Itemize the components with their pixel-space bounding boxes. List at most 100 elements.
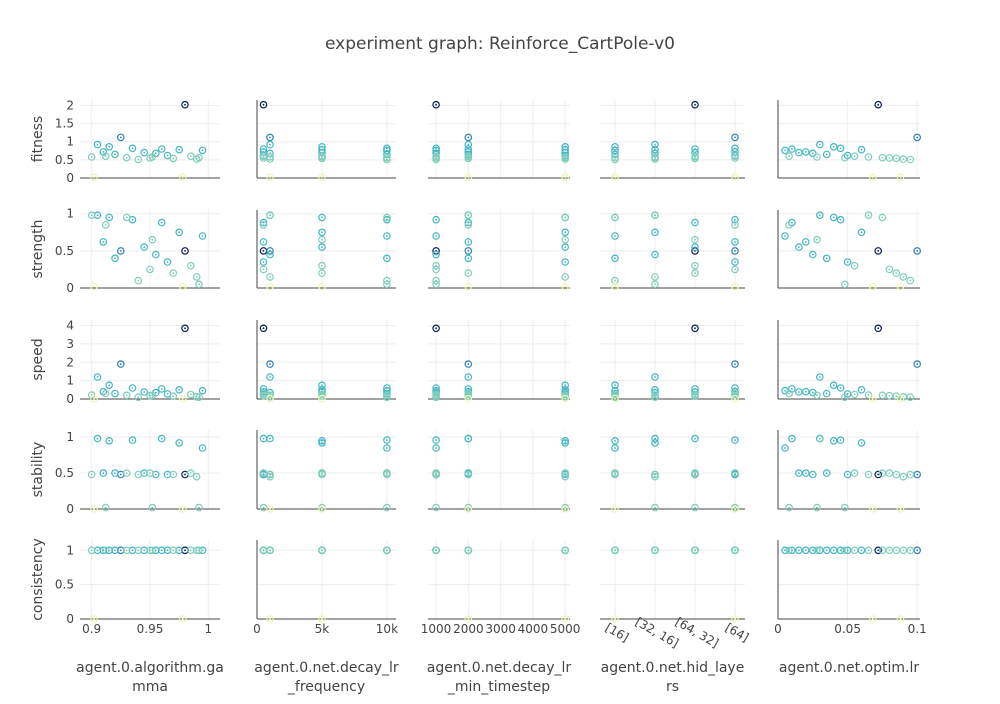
data-point-ring [691, 503, 699, 512]
data-point-dot [467, 143, 470, 146]
data-point [561, 258, 570, 266]
data-point-ring [785, 503, 793, 512]
data-point-ring [175, 145, 184, 154]
data-point-ring [691, 470, 699, 479]
data-point-dot [262, 472, 265, 474]
data-point-dot [888, 157, 891, 159]
x-tick-label: 10k [376, 622, 398, 636]
data-point-dot [694, 221, 696, 224]
data-point-ring [731, 265, 739, 274]
data-point-ring [432, 503, 440, 512]
data-point-dot [269, 397, 271, 400]
data-point-ring [464, 211, 473, 220]
data-point-dot [104, 549, 107, 552]
data-point [561, 505, 570, 513]
data-point-dot [860, 388, 863, 391]
data-point [318, 235, 326, 244]
data-point-ring [611, 381, 619, 390]
data-point-dot [198, 156, 200, 159]
data-point-ring [383, 393, 391, 402]
data-point [464, 140, 473, 149]
data-point [178, 394, 187, 403]
data-point-ring [134, 155, 143, 164]
x-tick-label: 1 [205, 622, 213, 636]
data-point [822, 254, 831, 263]
data-point-dot [832, 216, 835, 219]
data-point [878, 391, 887, 400]
data-point-ring [259, 100, 268, 109]
data-point [813, 391, 821, 400]
data-point-dot [564, 276, 567, 278]
data-point-dot [694, 394, 696, 397]
data-point [651, 280, 659, 289]
data-point-dot [899, 285, 902, 288]
data-point-ring [87, 211, 96, 220]
data-point-ring [868, 282, 877, 291]
data-point-ring [122, 153, 131, 162]
data-point-dot [178, 442, 181, 444]
data-point-ring [318, 235, 326, 244]
data-point-ring [731, 133, 739, 142]
data-point-dot [694, 327, 696, 330]
data-point [192, 472, 201, 481]
data-point [892, 470, 901, 479]
data-point-ring [691, 218, 699, 227]
data-point-ring [259, 434, 268, 443]
data-point [731, 394, 739, 403]
data-point-dot [269, 158, 271, 161]
data-point-ring [101, 152, 110, 161]
data-point-dot [321, 238, 323, 241]
data-point [266, 173, 274, 182]
data-point [148, 235, 157, 244]
data-point [906, 546, 915, 555]
data-point-dot [860, 148, 863, 151]
data-point [611, 173, 619, 182]
data-point [266, 250, 274, 259]
data-point-dot [614, 257, 616, 260]
data-point-ring [611, 615, 619, 623]
data-point-ring [651, 228, 659, 237]
y-tick-label: 0.5 [55, 244, 74, 258]
data-point-dot [888, 472, 891, 474]
data-point [432, 470, 440, 479]
data-point-dot [895, 157, 898, 160]
data-point [259, 258, 268, 266]
data-point-ring [561, 615, 570, 623]
data-point-ring [892, 470, 901, 479]
data-point [181, 324, 189, 333]
data-point-ring [813, 503, 821, 512]
data-point-dot [881, 394, 884, 397]
data-point-ring [128, 144, 137, 153]
data-point [432, 144, 440, 153]
data-point-ring [87, 546, 96, 555]
row-label: consistency [30, 538, 46, 621]
data-point-dot [108, 216, 111, 219]
data-point [611, 615, 619, 623]
data-point [795, 148, 803, 157]
data-point [181, 100, 189, 109]
data-point [731, 238, 739, 246]
y-tick-label: 0.5 [55, 153, 74, 167]
data-point-dot [788, 549, 790, 552]
data-point-ring [611, 546, 619, 555]
data-point-dot [269, 549, 271, 552]
data-point-dot [172, 272, 175, 274]
data-point-dot [654, 231, 656, 234]
data-point [857, 385, 866, 394]
data-point [868, 615, 877, 623]
data-point-ring [318, 546, 326, 555]
data-point-dot [881, 472, 884, 474]
data-point [117, 133, 125, 142]
data-point-ring [318, 243, 326, 251]
data-point-ring [815, 373, 824, 381]
data-point-ring [651, 546, 659, 555]
data-point-dot [149, 472, 151, 474]
data-point [146, 469, 154, 477]
data-point [691, 391, 699, 400]
data-point-dot [784, 149, 786, 152]
data-point [781, 146, 789, 155]
data-point-ring [181, 100, 189, 109]
data-point-dot [119, 363, 122, 365]
data-point-dot [467, 397, 470, 400]
data-point-ring [651, 273, 659, 281]
